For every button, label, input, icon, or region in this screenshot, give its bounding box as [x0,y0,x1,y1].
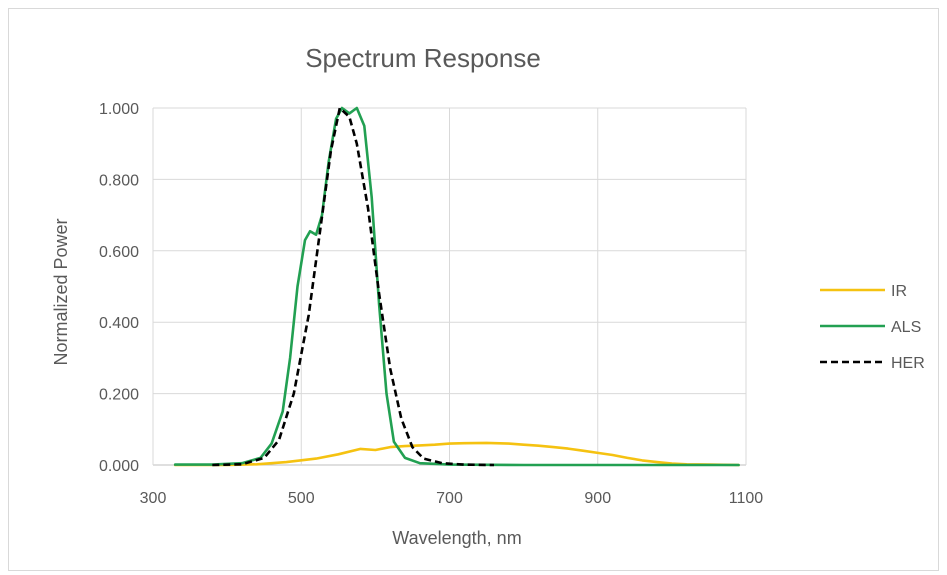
x-tick-label: 700 [436,490,463,507]
x-tick-label: 1100 [729,490,764,507]
y-tick-label: 1.000 [99,101,139,118]
legend-label-ir: IR [891,283,907,300]
series-line-als [173,106,740,467]
x-tick-labels: 300 500 700 900 1100 [140,490,764,507]
x-tick-label: 500 [288,490,315,507]
series-line-ir [173,441,740,467]
chart-frame: Spectrum Response 0.000 0.200 0.400 0.600 0.… [8,8,939,571]
y-axis-title: Normalized Power [51,218,71,365]
x-tick-label: 300 [140,490,167,507]
legend-label-als: ALS [891,319,921,336]
legend: IR ALS HER [820,283,925,372]
y-tick-label: 0.400 [99,315,139,332]
series-line-her [212,106,495,467]
x-tick-label: 900 [584,490,611,507]
chart-svg: Spectrum Response 0.0000.2000.4000.6000.… [51,43,925,548]
y-tick-label: 0.600 [99,244,139,261]
y-tick-label: 0.000 [99,458,139,475]
y-tick-label: 0.200 [99,387,139,404]
legend-label-her: HER [891,355,925,372]
plot-area [173,106,740,467]
y-tick-label: 0.800 [99,172,139,189]
gridlines [152,107,747,466]
chart-title: Spectrum Response [305,43,541,73]
x-axis-title: Wavelength, nm [392,528,521,548]
y-tick-labels: 0.000 0.200 0.400 0.600 0.800 1.000 [99,101,139,475]
